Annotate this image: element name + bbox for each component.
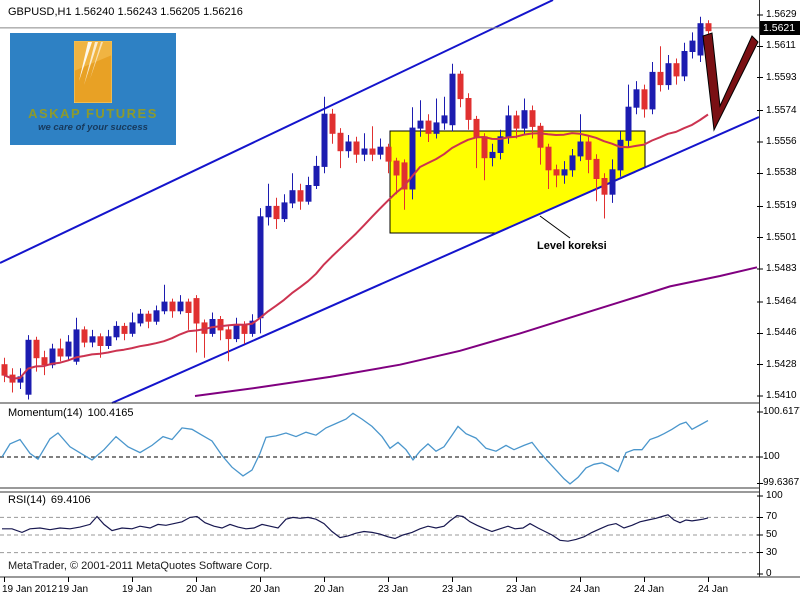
logo-gold-icon	[74, 41, 112, 103]
time-tick-label: 23 Jan	[378, 584, 409, 595]
time-tick-label: 23 Jan	[506, 584, 537, 595]
momentum-tick-label: 100	[763, 451, 780, 462]
price-tick-label: 1.5501	[766, 231, 797, 243]
logo-tagline: we care of your success	[38, 122, 148, 133]
price-tick-label: 1.5611	[766, 40, 796, 52]
time-tick-label: 19 Jan 2012	[2, 584, 58, 595]
rsi-tick-label: 30	[766, 546, 778, 558]
price-tick-label: 1.5428	[766, 358, 797, 370]
price-tick-label: 1.5538	[766, 167, 797, 179]
time-tick-label: 19 Jan	[122, 584, 153, 595]
copyright-text: MetaTrader, © 2001-2011 MetaQuotes Softw…	[8, 560, 273, 572]
price-tick-label: 1.5410	[766, 390, 797, 401]
time-tick-label: 19 Jan	[58, 584, 89, 595]
symbol-ohlc-readout: GBPUSD,H1 1.56240 1.56243 1.56205 1.5621…	[8, 6, 243, 18]
momentum-line	[1, 412, 709, 485]
time-tick-label: 24 Jan	[570, 584, 601, 595]
price-tick-label: 1.5574	[766, 104, 797, 116]
price-tick-label: 1.5556	[766, 136, 797, 147]
rsi-tick-label: 70	[766, 511, 778, 523]
momentum-tick-label: 99.6367	[763, 477, 800, 489]
rsi-name: RSI(14)	[8, 494, 46, 506]
candlestick-series	[1, 16, 712, 400]
price-tick-label: 1.5483	[766, 263, 797, 274]
channel-trendline-1	[111, 116, 760, 404]
down-arrow-annotation	[702, 32, 759, 132]
current-price-badge: 1.5621	[760, 21, 800, 35]
rsi-value: 69.4106	[50, 494, 91, 506]
momentum-name: Momentum(14)	[8, 407, 83, 419]
time-tick-label: 20 Jan	[186, 584, 217, 595]
time-tick-label: 20 Jan	[314, 584, 345, 595]
correction-annotation-label: Level koreksi	[537, 240, 607, 252]
momentum-indicator-label: Momentum(14) 100.4165	[8, 407, 133, 419]
time-tick-label: 20 Jan	[250, 584, 281, 595]
price-tick-label: 1.5519	[766, 200, 797, 212]
time-tick-label: 24 Jan	[634, 584, 665, 595]
annotation-pointer-line	[539, 215, 571, 239]
rsi-tick-label: 0	[766, 568, 772, 579]
price-tick-label: 1.5629	[766, 9, 797, 20]
momentum-value: 100.4165	[87, 407, 134, 419]
channel-trendline-0	[0, 0, 554, 264]
price-tick-label: 1.5593	[766, 71, 797, 83]
askap-futures-logo: ASKAP FUTURES we care of your success	[10, 33, 176, 145]
fast-ma-line	[3, 113, 709, 380]
rsi-line	[2, 514, 709, 542]
momentum-tick-label: 100.6177	[763, 406, 800, 418]
time-tick-label: 23 Jan	[442, 584, 473, 595]
rsi-tick-label: 100	[766, 490, 783, 501]
rsi-tick-label: 50	[766, 529, 778, 540]
logo-company-name: ASKAP FUTURES	[28, 106, 158, 121]
time-tick-label: 24 Jan	[698, 584, 729, 595]
rsi-indicator-label: RSI(14) 69.4106	[8, 494, 91, 506]
price-tick-label: 1.5464	[766, 296, 797, 308]
slow-ma-line	[194, 266, 758, 397]
price-tick-label: 1.5446	[766, 327, 797, 339]
